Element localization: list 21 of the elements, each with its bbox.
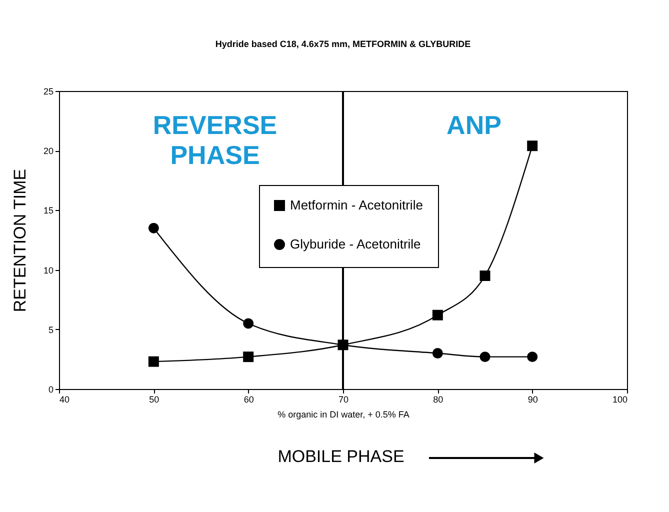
y-tick-label: 25 (43, 86, 54, 96)
x-tick-label: 100 (612, 394, 628, 404)
y-tick-label: 10 (43, 265, 54, 276)
x-tick-label: 80 (433, 394, 444, 404)
x-tick-label: 50 (149, 394, 160, 404)
y-axis-title: RETENTION TIME (10, 168, 30, 312)
annotation: REVERSE PHASE (152, 110, 278, 170)
x-tick-label: 40 (60, 394, 70, 404)
x-tick-label: 90 (528, 394, 538, 404)
y-tick-label: 20 (43, 146, 54, 156)
y-tick-label: 5 (48, 324, 54, 335)
annotation: ANP (446, 110, 502, 140)
x-tick-label: 60 (244, 394, 254, 404)
y-tick-label: 15 (43, 206, 54, 216)
legend-label: Glyburide - Acetonitrile (290, 236, 421, 252)
y-tick-label: 0 (48, 384, 54, 394)
x-tick-label: 70 (338, 394, 349, 404)
legend-label: Metformin - Acetonitrile (290, 198, 423, 212)
text: MOBILE PHASE (278, 447, 404, 466)
x-axis-title: % organic in DI water, + 0.5% FA (278, 410, 410, 420)
chart-title: Hydride based C18, 4.6x75 mm, METFORMIN & GLYBURIDE (215, 39, 471, 49)
